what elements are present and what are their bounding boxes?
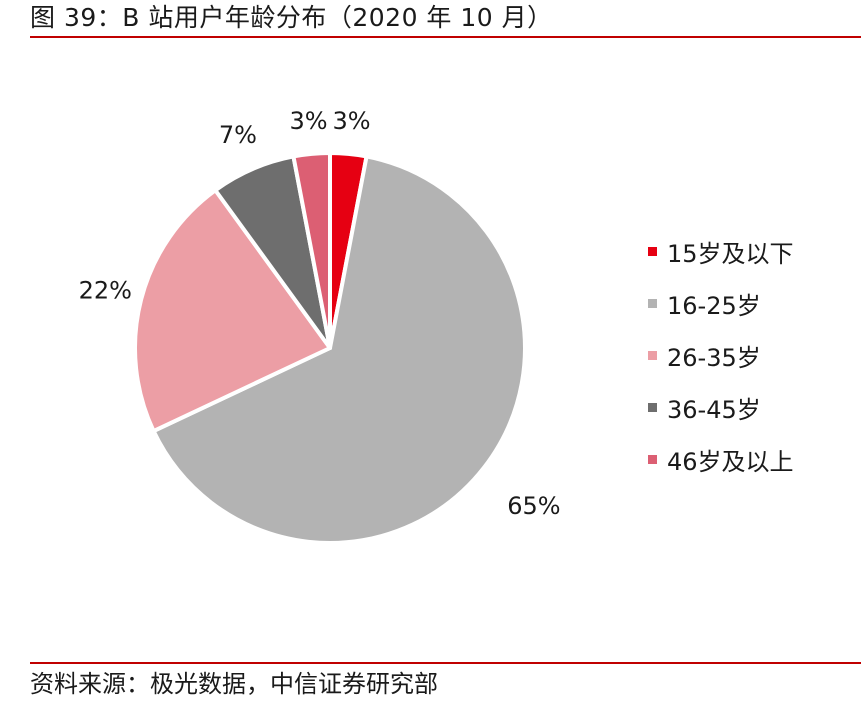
pie-chart: 3% 65% 22% 7% 3% <box>79 107 561 545</box>
legend-item: 36-45岁 <box>648 381 794 433</box>
legend-swatch <box>648 350 657 360</box>
pie-data-label: 7% <box>219 121 257 149</box>
chart-title: 图 39：B 站用户年龄分布（2020 年 10 月） <box>30 3 553 32</box>
legend-label: 16-25岁 <box>667 291 761 320</box>
pie-data-label: 3% <box>332 107 370 135</box>
legend-label: 15岁及以下 <box>667 239 794 268</box>
legend-label: 26-35岁 <box>667 343 761 372</box>
legend-swatch <box>648 298 657 308</box>
footer-divider <box>30 662 861 664</box>
legend-swatch <box>648 454 657 464</box>
legend-item: 46岁及以上 <box>648 433 794 485</box>
pie-data-label: 65% <box>507 492 560 520</box>
pie-data-label: 3% <box>289 107 327 135</box>
legend-swatch <box>648 402 657 412</box>
pie-slice <box>151 154 527 545</box>
legend-item: 16-25岁 <box>648 277 794 329</box>
legend-item: 26-35岁 <box>648 329 794 381</box>
legend-item: 15岁及以下 <box>648 225 794 277</box>
source-note: 资料来源：极光数据，中信证券研究部 <box>30 670 438 698</box>
pie-slice <box>291 150 332 350</box>
legend-label: 36-45岁 <box>667 395 761 424</box>
legend-swatch <box>648 246 657 256</box>
legend-label: 46岁及以上 <box>667 447 794 476</box>
pie-data-label: 22% <box>79 276 132 304</box>
legend: 15岁及以下 16-25岁 26-35岁 36-45岁 46岁及以上 <box>648 225 794 485</box>
pie-slice <box>133 188 332 434</box>
title-divider <box>30 36 861 38</box>
